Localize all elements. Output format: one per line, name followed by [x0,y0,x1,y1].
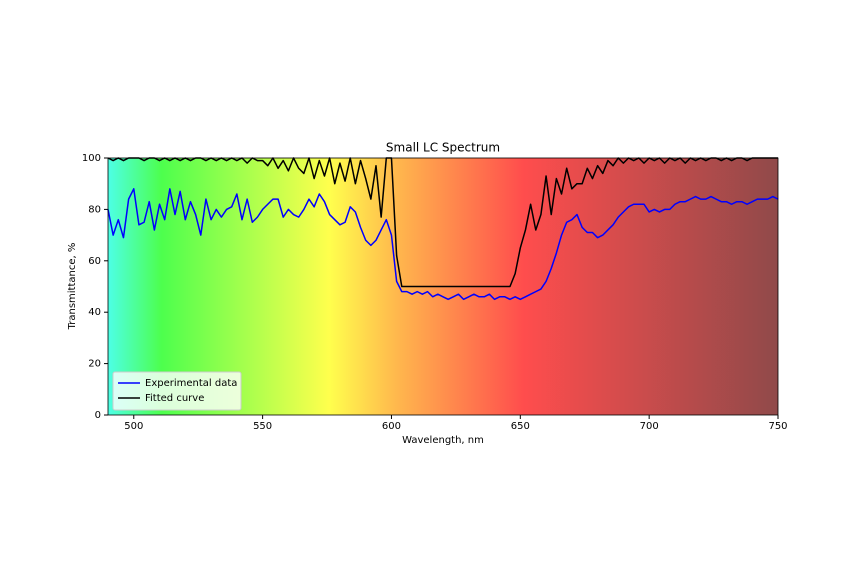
legend-box [112,371,242,411]
y-tick-label: 60 [88,256,101,267]
y-tick-label: 100 [82,153,101,164]
y-tick-label: 20 [88,359,101,370]
legend-label: Fitted curve [145,393,204,404]
y-tick-label: 80 [88,204,101,215]
x-tick-label: 600 [382,421,401,432]
x-tick-label: 750 [768,421,787,432]
x-tick-label: 500 [124,421,143,432]
y-tick-label: 40 [88,307,101,318]
chart-title: Small LC Spectrum [386,141,500,155]
series-line [107,188,779,301]
x-axis-label: Wavelength, nm [402,435,484,446]
x-tick-label: 700 [640,421,659,432]
plot-frame [107,157,779,416]
y-tick-label: 0 [95,410,101,421]
series-line [107,157,778,288]
x-tick-label: 550 [253,421,272,432]
legend-label: Experimental data [145,378,237,389]
x-tick-label: 650 [511,421,530,432]
y-axis-label: Transmittance, % [67,243,78,331]
